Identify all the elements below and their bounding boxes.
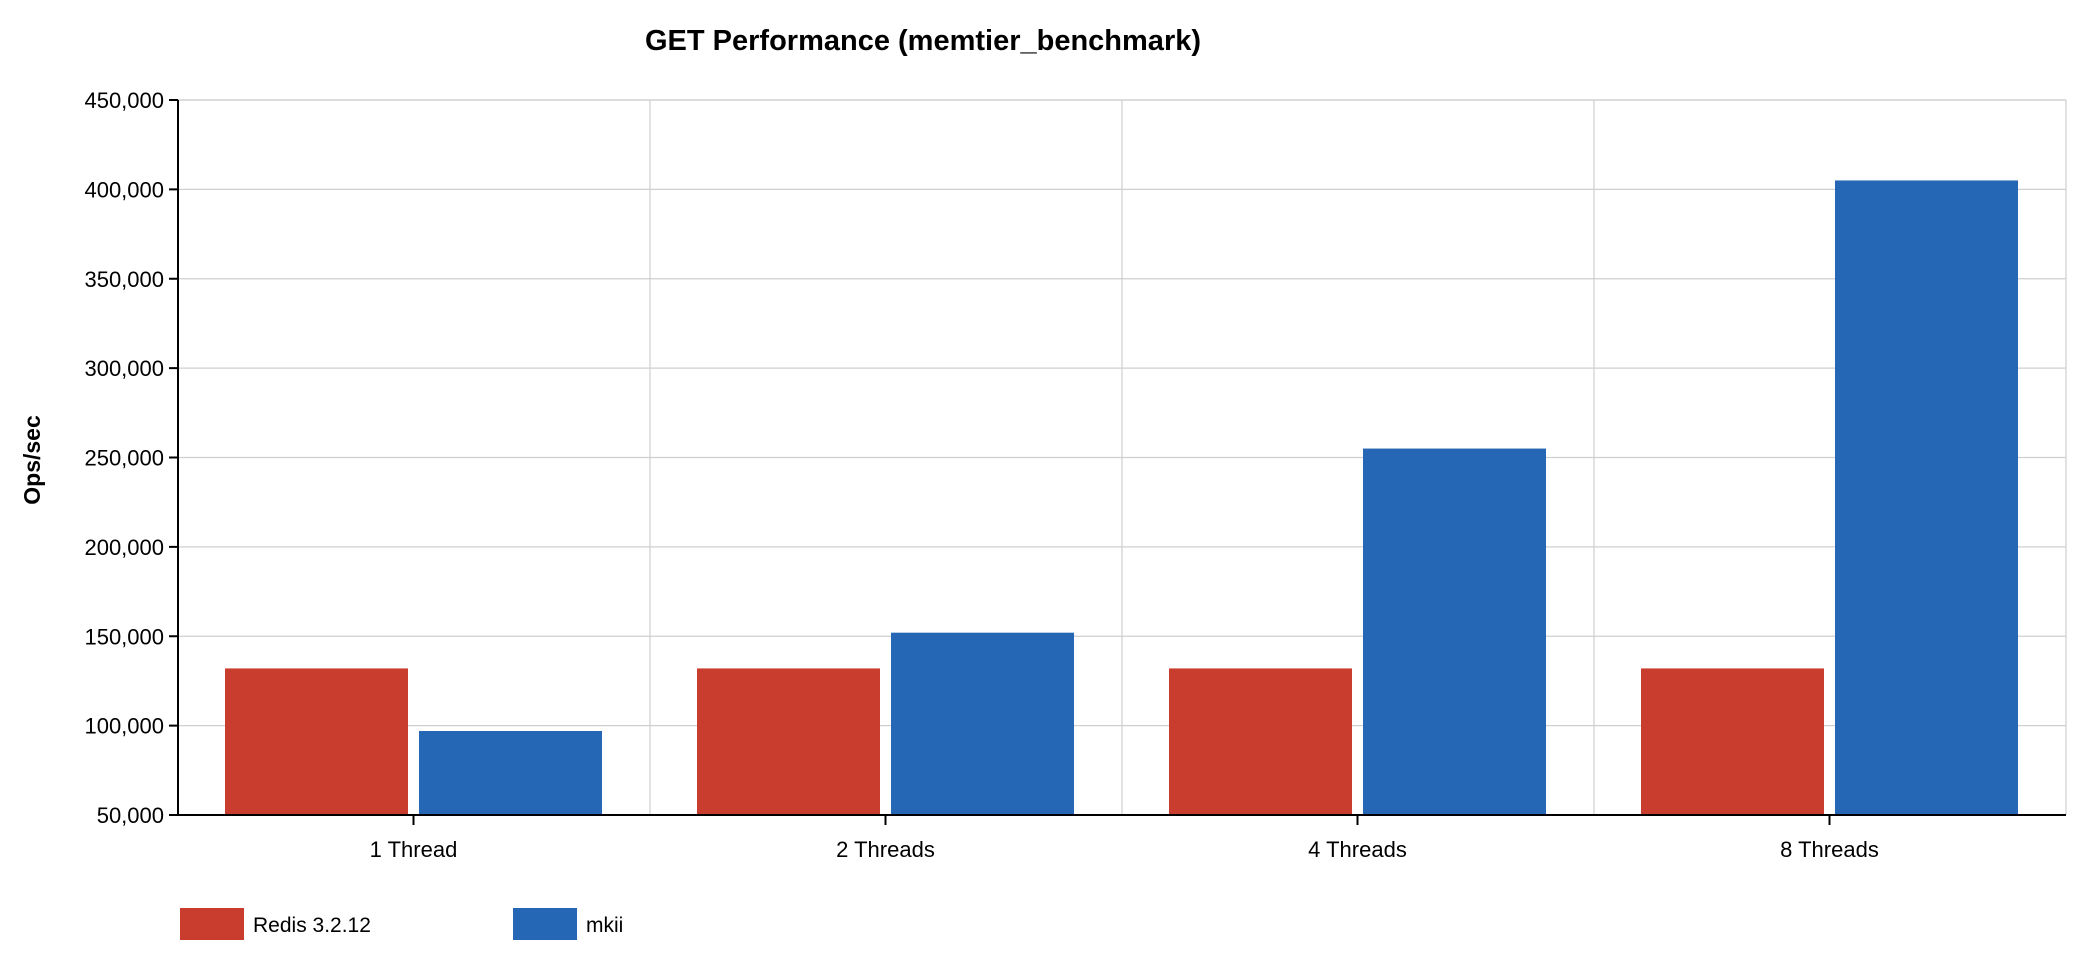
y-tick-label: 150,000 (84, 624, 164, 649)
chart-title: GET Performance (memtier_benchmark) (645, 25, 1201, 57)
legend-label: mkii (586, 914, 623, 937)
bars (225, 180, 2018, 815)
y-tick-label: 300,000 (84, 356, 164, 381)
y-tick-label: 400,000 (84, 177, 164, 202)
bar-mkii (419, 730, 602, 815)
legend: Redis 3.2.12 mkii (180, 908, 623, 940)
bar-redis (1641, 668, 1824, 815)
bar-mkii (1363, 448, 1546, 815)
legend-label: Redis 3.2.12 (253, 914, 371, 937)
y-tick-label: 100,000 (84, 714, 164, 739)
x-tick-label: 1 Thread (370, 837, 458, 862)
bar-mkii (1835, 180, 2018, 815)
bar-redis (1169, 668, 1352, 815)
y-tick-label: 200,000 (84, 535, 164, 560)
legend-swatch (180, 908, 244, 940)
tick-labels: 50,000 100,000 150,000 200,000 250,000 300,00… (84, 88, 1878, 862)
y-axis-label: Ops/sec (19, 415, 45, 505)
x-tick-label: 8 Threads (1780, 837, 1879, 862)
bar-mkii (891, 632, 1074, 815)
bar-redis (225, 668, 408, 815)
y-tick-label: 350,000 (84, 267, 164, 292)
x-tick-label: 4 Threads (1308, 837, 1407, 862)
axes (169, 99, 2066, 825)
y-tick-label: 450,000 (84, 88, 164, 113)
bar-redis (697, 668, 880, 815)
x-tick-label: 2 Threads (836, 837, 935, 862)
y-tick-label: 50,000 (97, 803, 164, 828)
legend-swatch (513, 908, 577, 940)
y-tick-label: 250,000 (84, 446, 164, 471)
